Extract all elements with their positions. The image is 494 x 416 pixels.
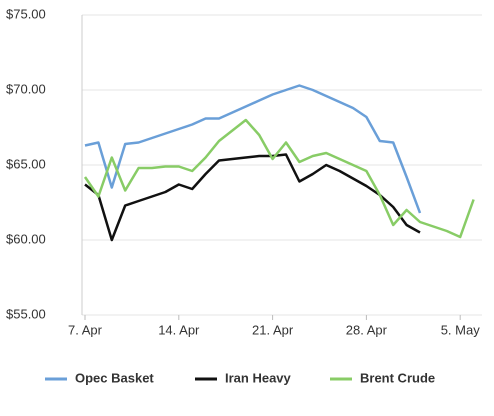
legend-label: Brent Crude	[360, 370, 435, 385]
series-line	[83, 118, 475, 239]
y-tick-label: $75.00	[6, 6, 46, 21]
y-tick-label: $55.00	[6, 306, 46, 321]
y-tick-label: $70.00	[6, 81, 46, 96]
x-tick-label: 14. Apr	[158, 322, 200, 337]
x-tick-label: 21. Apr	[252, 322, 294, 337]
legend-label: Iran Heavy	[225, 370, 292, 385]
y-tick-label: $60.00	[6, 231, 46, 246]
legend-label: Opec Basket	[75, 370, 154, 385]
series-line	[84, 153, 421, 242]
x-tick-label: 28. Apr	[346, 322, 388, 337]
series-line	[84, 84, 422, 214]
x-tick-label: 5. May	[441, 322, 481, 337]
x-tick-label: 7. Apr	[68, 322, 103, 337]
y-tick-label: $65.00	[6, 156, 46, 171]
